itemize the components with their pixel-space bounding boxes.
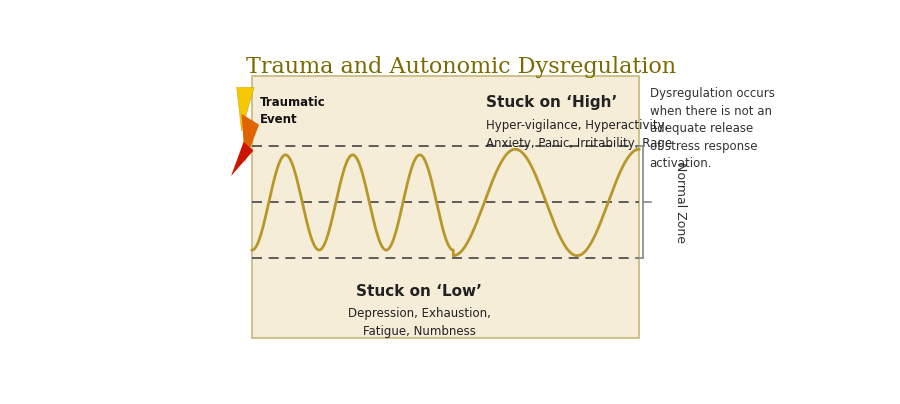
Text: Normal Zone: Normal Zone: [674, 162, 688, 243]
Polygon shape: [241, 114, 259, 162]
Text: Stuck on ‘High’: Stuck on ‘High’: [486, 95, 617, 110]
Text: Dysregulation occurs
when there is not an
adequate release
of stress response
ac: Dysregulation occurs when there is not a…: [650, 87, 774, 170]
Polygon shape: [237, 87, 254, 131]
FancyBboxPatch shape: [252, 76, 639, 338]
Text: Traumatic
Event: Traumatic Event: [260, 96, 326, 126]
Text: Stuck on ‘Low’: Stuck on ‘Low’: [356, 284, 482, 299]
Text: Trauma and Autonomic Dysregulation: Trauma and Autonomic Dysregulation: [247, 56, 676, 78]
Text: Hyper-vigilance, Hyperactivity,
Anxiety, Panic, Irritability, Rage: Hyper-vigilance, Hyperactivity, Anxiety,…: [486, 118, 671, 149]
Polygon shape: [231, 142, 254, 176]
Text: Depression, Exhaustion,
Fatigue, Numbness: Depression, Exhaustion, Fatigue, Numbnes…: [348, 307, 490, 338]
